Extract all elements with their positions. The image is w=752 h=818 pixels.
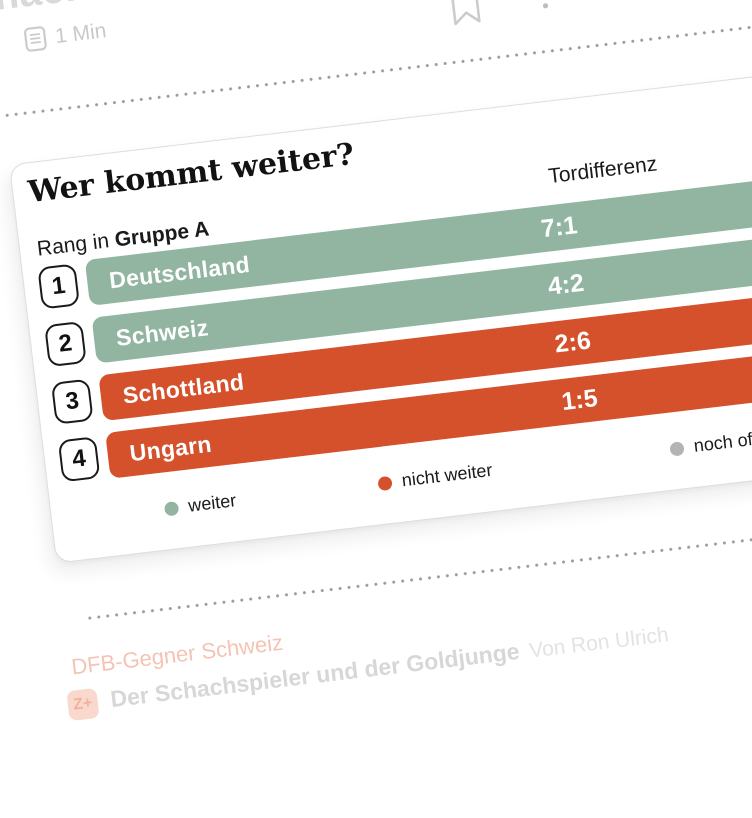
bookmark-icon [449, 0, 481, 26]
zplus-badge: Z+ [66, 687, 100, 722]
goal-difference-column-header: Tordifferenz [547, 152, 659, 189]
rank-badge: 2 [44, 320, 87, 368]
group-standings-card: Wer kommt weiter? Rang in Gruppe A Tordi… [8, 60, 752, 564]
bookmark-button[interactable] [449, 0, 483, 29]
read-time: 1 Min [23, 18, 108, 53]
rank-badge: 1 [37, 263, 80, 310]
article-headline-fragment: nachen? [0, 0, 164, 20]
team-name: Schweiz [114, 313, 210, 351]
rank-badge: 4 [57, 436, 101, 483]
legend-label: noch offen [692, 426, 752, 456]
legend-item-weiter: weiter [163, 490, 237, 519]
kebab-dot [542, 3, 548, 9]
rank-label-prefix: Rang in [35, 228, 117, 261]
rank-badge: 3 [50, 378, 94, 425]
legend-label: weiter [187, 490, 238, 516]
article-page-icon [24, 26, 47, 52]
kebab-menu-button[interactable] [540, 0, 549, 16]
legend-dot-green [163, 500, 180, 517]
goal-difference-value: 4:2 [546, 268, 586, 301]
legend-dot-red [377, 475, 393, 491]
legend-item-nicht-weiter: nicht weiter [377, 460, 494, 494]
legend-dot-gray [669, 440, 685, 457]
goal-difference-value: 2:6 [553, 325, 593, 358]
teaser-author: Von Ron Ulrich [527, 623, 670, 663]
team-name: Ungarn [128, 430, 213, 466]
goal-difference-value: 7:1 [539, 210, 579, 243]
read-time-label: 1 Min [53, 18, 108, 48]
team-name: Schottland [121, 367, 246, 409]
team-name: Deutschland [107, 250, 252, 293]
legend-label: nicht weiter [400, 459, 494, 491]
legend-item-noch-offen: noch offen [669, 426, 752, 460]
goal-difference-value: 1:5 [559, 383, 600, 416]
